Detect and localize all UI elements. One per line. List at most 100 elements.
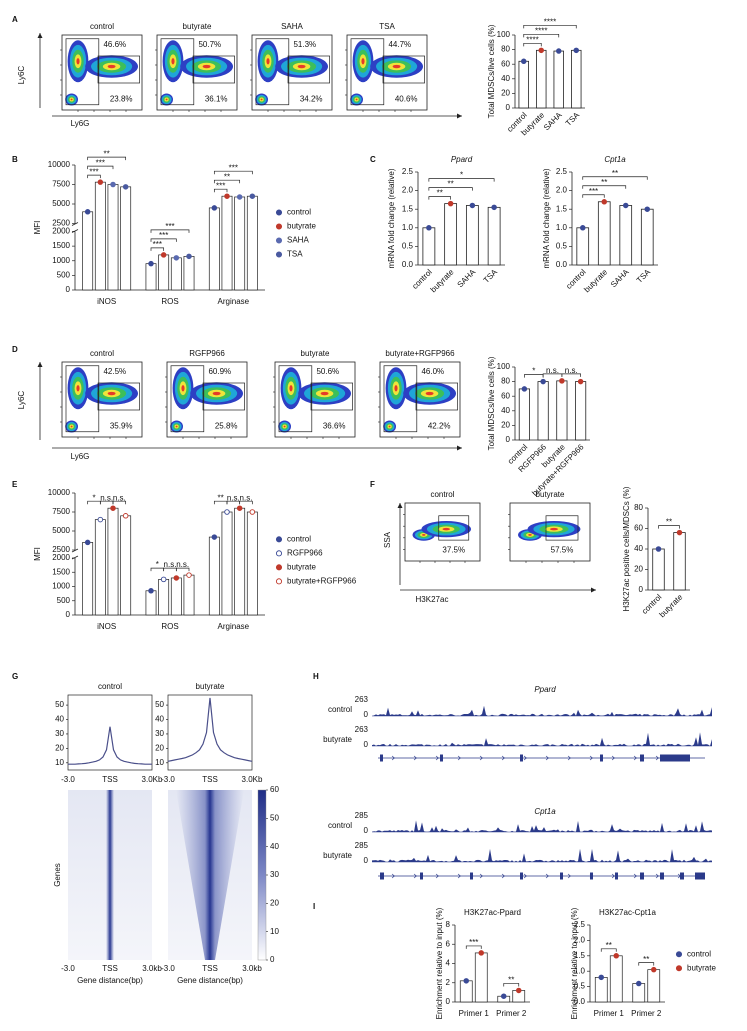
y-tick-label: 50	[55, 700, 64, 709]
gene-strand-arrow	[413, 873, 417, 879]
track-max: 263	[355, 695, 369, 704]
chart-title: H3K27ac-Cpt1a	[599, 908, 656, 917]
flow-density	[442, 527, 450, 531]
gene-exon	[660, 872, 664, 880]
significance-label: n.s.	[227, 493, 240, 502]
data-point	[236, 194, 243, 200]
significance-bracket	[582, 176, 648, 180]
x-tick-label: SAHA	[542, 110, 564, 132]
significance-bracket	[213, 179, 241, 184]
significance-label: **	[224, 172, 230, 181]
gate-percent: 37.5%	[442, 546, 465, 555]
data-point	[580, 225, 586, 231]
y-axis-label: mRNA fold change (relative)	[387, 168, 396, 268]
panel-label: H	[313, 672, 319, 681]
legend-label: butyrate	[287, 562, 316, 571]
gene-strand-arrow	[523, 873, 527, 879]
gate-percent: 57.5%	[551, 546, 574, 555]
track-label: butyrate	[323, 735, 352, 744]
y-tick-label: 1.0	[574, 966, 586, 975]
flow-y-axis-label: Ly6C	[17, 391, 26, 410]
gate	[160, 38, 195, 106]
gene-exon	[615, 872, 618, 880]
significance-label: **	[606, 941, 612, 950]
colorbar-tick-label: 50	[270, 813, 279, 822]
data-point	[573, 47, 580, 54]
track-min: 0	[364, 826, 369, 835]
axis-break	[71, 555, 79, 560]
gate	[287, 55, 330, 84]
legend-label: control	[287, 208, 311, 217]
bar	[107, 507, 119, 616]
bar	[673, 532, 686, 591]
significance-label: ****	[544, 17, 556, 26]
y-tick-label: 2000	[52, 227, 70, 236]
track-max: 285	[355, 841, 369, 850]
x-tick-label: butyrate	[582, 267, 609, 294]
y-tick-label: 2.0	[556, 186, 568, 195]
gate	[97, 55, 140, 84]
gene-strand-arrow	[501, 873, 505, 879]
significance-label: n.s.	[113, 493, 126, 502]
gate-percent: 50.7%	[198, 40, 221, 49]
gate-percent: 35.9%	[110, 422, 133, 431]
flow-density	[260, 98, 263, 101]
significance-label: ***	[96, 158, 105, 167]
bar	[632, 983, 646, 1003]
flow-density	[528, 534, 532, 536]
significance-bracket	[658, 525, 680, 529]
data-point	[540, 378, 546, 385]
y-axis-label: H3K27ac positive cells/MDSCs (%)	[622, 486, 631, 611]
y-tick-label: 1500	[52, 567, 70, 576]
y-tick-label: 40	[155, 715, 164, 724]
legend-marker	[275, 578, 283, 585]
y-tick-label: 2.5	[574, 920, 586, 929]
y-tick-label: 0.5	[402, 242, 414, 251]
profile-line	[167, 697, 253, 762]
bar	[576, 227, 590, 266]
data-point	[110, 181, 116, 188]
data-point	[186, 572, 192, 578]
legend-label: control	[287, 534, 311, 543]
flow-plot-title: control	[90, 349, 114, 358]
gate-percent: 40.6%	[395, 95, 418, 104]
y-tick-label: 500	[57, 270, 71, 279]
bar	[158, 579, 170, 616]
flow-density	[283, 425, 286, 428]
significance-bracket	[175, 567, 190, 572]
data-point	[160, 252, 167, 258]
data-point	[224, 193, 230, 199]
axis-break	[71, 229, 79, 233]
x-tick-label: 3.0Kb	[142, 775, 163, 784]
y-tick-label: 0.5	[556, 242, 568, 251]
flow-density	[550, 527, 558, 531]
data-point	[598, 974, 605, 981]
significance-bracket	[523, 33, 560, 38]
gate-percent: 23.8%	[110, 95, 133, 104]
significance-label: n.s.	[176, 560, 189, 569]
bar	[647, 969, 661, 1003]
y-tick-label: 2.5	[402, 167, 414, 176]
y-axis-label: Total MDSCs/live cells (%)	[487, 24, 496, 118]
data-point	[644, 206, 651, 212]
track-max: 285	[355, 811, 369, 820]
gate-percent: 42.2%	[428, 422, 451, 431]
significance-label: **	[508, 976, 514, 985]
gate	[415, 382, 458, 411]
panel-label: B	[12, 155, 18, 164]
bar	[221, 511, 233, 616]
data-point	[463, 978, 470, 984]
significance-label: ***	[89, 167, 98, 176]
significance-label: n.s.	[164, 560, 177, 569]
gene-strand-arrow	[479, 873, 483, 879]
axis-break	[71, 548, 79, 553]
colorbar-tick-label: 30	[270, 870, 279, 879]
bar	[120, 515, 132, 616]
track-label: butyrate	[323, 851, 352, 860]
significance-label: ****	[535, 26, 547, 35]
x-tick-label: TSS	[202, 775, 218, 784]
bar	[183, 256, 195, 291]
bar	[597, 201, 611, 266]
data-point	[655, 546, 662, 552]
